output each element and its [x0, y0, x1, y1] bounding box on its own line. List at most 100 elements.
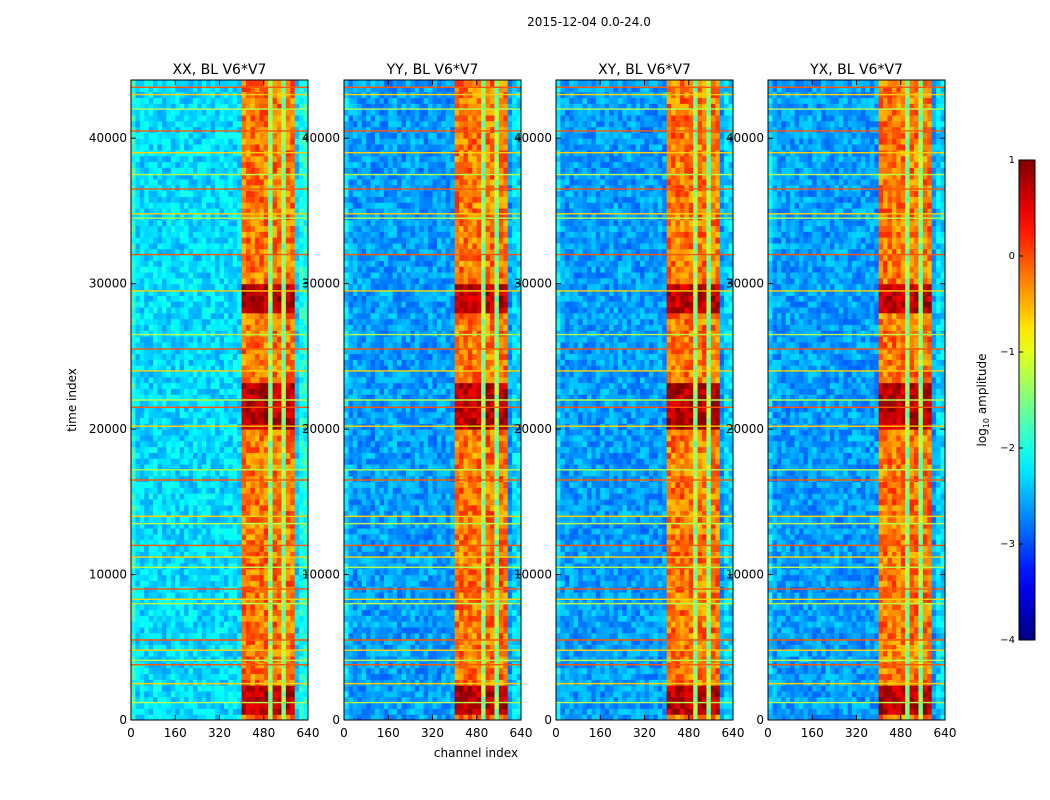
- heatmap-cell: [188, 184, 194, 192]
- heatmap-cell: [241, 196, 247, 203]
- heatmap-cell: [285, 592, 291, 599]
- heatmap-cell: [188, 370, 194, 378]
- heatmap-cell: [215, 341, 221, 349]
- heatmap-cell: [246, 493, 252, 500]
- heatmap-cell: [268, 190, 274, 197]
- heatmap-cell: [175, 248, 181, 256]
- heatmap-cell: [344, 266, 350, 273]
- heatmap-cell: [294, 469, 300, 477]
- heatmap-cell: [228, 545, 234, 552]
- heatmap-cell: [179, 382, 185, 389]
- heatmap-cell: [254, 510, 260, 517]
- heatmap-cell: [179, 353, 185, 360]
- heatmap-cell: [153, 301, 159, 308]
- heatmap-cell: [281, 213, 287, 221]
- heatmap-cell: [352, 458, 358, 465]
- heatmap-cell: [254, 434, 260, 442]
- heatmap-cell: [241, 312, 247, 320]
- heatmap-cell: [206, 522, 212, 529]
- heatmap-cell: [357, 289, 363, 296]
- heatmap-cell: [201, 469, 207, 477]
- heatmap-cell: [272, 277, 278, 285]
- heatmap-cell: [246, 312, 252, 320]
- heatmap-cell: [246, 632, 252, 640]
- heatmap-cell: [201, 376, 207, 384]
- heatmap-cell: [344, 312, 350, 320]
- heatmap-cell: [197, 394, 203, 401]
- heatmap-cell: [263, 545, 269, 552]
- heatmap-cell: [268, 237, 274, 244]
- heatmap-cell: [348, 434, 354, 442]
- heatmap-cell: [259, 260, 265, 267]
- heatmap-cell: [206, 574, 212, 581]
- heatmap-cell: [184, 429, 190, 436]
- heatmap-cell: [215, 312, 221, 320]
- heatmap-cell: [246, 621, 252, 628]
- heatmap-cell: [215, 97, 221, 104]
- heatmap-cell: [285, 696, 291, 704]
- heatmap-cell: [215, 382, 221, 389]
- heatmap-cell: [348, 592, 354, 599]
- heatmap-cell: [303, 353, 308, 360]
- heatmap-cell: [144, 621, 150, 628]
- heatmap-cell: [223, 574, 229, 581]
- heatmap-cell: [188, 178, 194, 186]
- heatmap-cell: [192, 475, 198, 483]
- heatmap-cell: [246, 167, 252, 174]
- heatmap-cell: [201, 202, 207, 209]
- heatmap-cell: [188, 190, 194, 197]
- heatmap-cell: [223, 696, 229, 704]
- heatmap-cell: [135, 347, 141, 355]
- heatmap-cell: [192, 545, 198, 552]
- heatmap-cell: [272, 487, 278, 494]
- heatmap-cell: [232, 365, 238, 372]
- heatmap-cell: [361, 551, 367, 558]
- heatmap-cell: [299, 679, 305, 686]
- heatmap-cell: [206, 481, 212, 488]
- heatmap-cell: [228, 574, 234, 581]
- heatmap-cell: [281, 458, 287, 465]
- heatmap-cell: [219, 696, 225, 704]
- heatmap-cell: [131, 370, 137, 378]
- heatmap-cell: [250, 714, 256, 720]
- heatmap-cell: [175, 656, 181, 663]
- heatmap-cell: [303, 417, 308, 424]
- heatmap-cell: [223, 400, 229, 407]
- heatmap-cell: [166, 510, 172, 517]
- heatmap-cell: [348, 626, 354, 634]
- heatmap-cell: [250, 388, 256, 395]
- heatmap-cell: [219, 452, 225, 459]
- heatmap-cell: [215, 638, 221, 645]
- heatmap-cell: [285, 103, 291, 110]
- heatmap-cell: [157, 382, 163, 389]
- heatmap-cell: [285, 539, 291, 547]
- heatmap-cell: [135, 376, 141, 384]
- heatmap-cell: [237, 260, 243, 267]
- heatmap-cell: [237, 615, 243, 622]
- heatmap-cell: [272, 592, 278, 599]
- heatmap-cell: [352, 400, 358, 407]
- heatmap-cell: [348, 475, 354, 483]
- heatmap-cell: [348, 487, 354, 494]
- heatmap-cell: [361, 394, 367, 401]
- heatmap-cell: [357, 138, 363, 145]
- heatmap-cell: [352, 190, 358, 197]
- heatmap-cell: [131, 184, 137, 192]
- heatmap-cell: [170, 487, 176, 494]
- heatmap-cell: [157, 603, 163, 611]
- heatmap-cell: [139, 231, 145, 238]
- heatmap-cell: [228, 597, 234, 605]
- heatmap-cell: [210, 353, 216, 360]
- heatmap-cell: [197, 417, 203, 424]
- heatmap-cell: [277, 237, 283, 244]
- heatmap-cell: [228, 306, 234, 314]
- heatmap-cell: [246, 80, 252, 87]
- heatmap-cell: [228, 603, 234, 611]
- heatmap-cell: [237, 685, 243, 692]
- heatmap-cell: [246, 190, 252, 197]
- heatmap-cell: [352, 85, 358, 93]
- heatmap-cell: [210, 690, 216, 698]
- heatmap-cell: [281, 202, 287, 209]
- heatmap-cell: [299, 714, 305, 720]
- heatmap-cell: [344, 562, 350, 570]
